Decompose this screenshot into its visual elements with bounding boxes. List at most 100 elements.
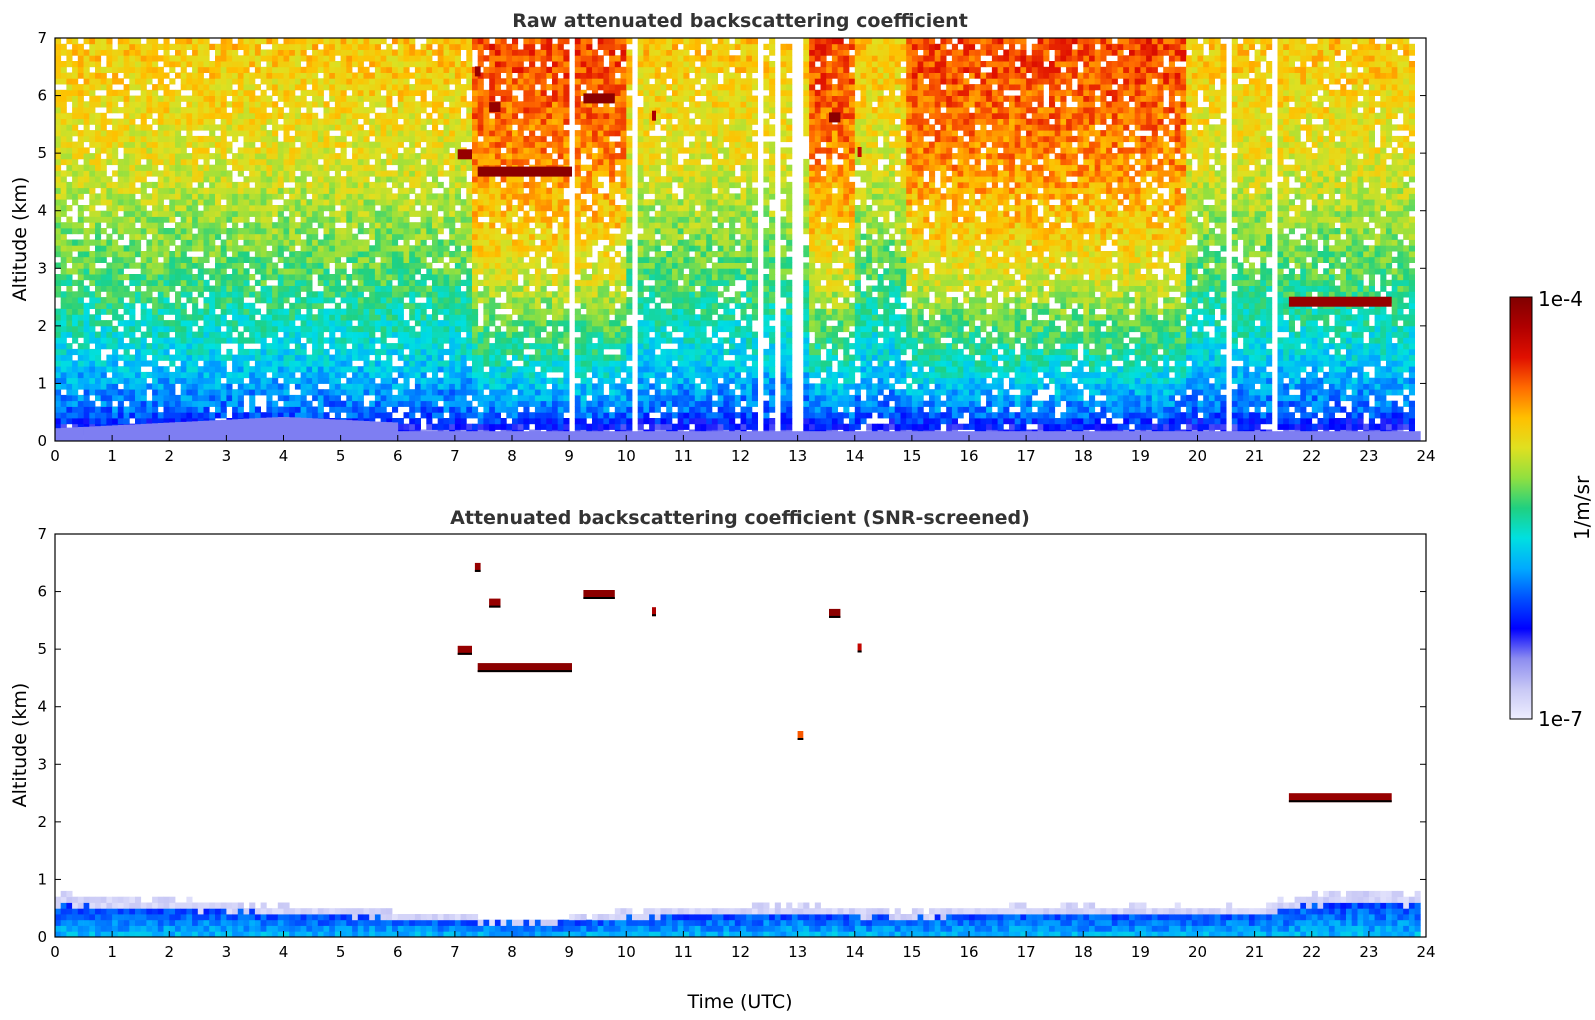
raw-noise-cell <box>95 142 101 148</box>
raw-noise-cell <box>95 332 101 338</box>
raw-noise-cell <box>335 119 341 125</box>
raw-noise-cell <box>455 383 461 389</box>
raw-noise-cell <box>192 366 198 372</box>
raw-noise-cell <box>232 412 238 418</box>
raw-noise-cell <box>301 372 307 378</box>
raw-noise-cell <box>192 234 198 240</box>
raw-noise-cell <box>106 199 112 205</box>
raw-noise-cell <box>204 297 210 303</box>
raw-noise-cell <box>272 366 278 372</box>
raw-noise-cell <box>266 343 272 349</box>
raw-noise-cell <box>392 67 398 73</box>
raw-noise-cell <box>318 199 324 205</box>
raw-noise-cell <box>369 90 375 96</box>
raw-noise-cell <box>329 136 335 142</box>
raw-noise-cell <box>324 188 330 194</box>
raw-noise-cell <box>369 130 375 136</box>
raw-noise-cell <box>186 61 192 67</box>
raw-noise-cell <box>204 268 210 274</box>
raw-noise-cell <box>398 153 404 159</box>
raw-noise-cell <box>169 280 175 286</box>
raw-noise-cell <box>301 343 307 349</box>
raw-noise-cell <box>358 217 364 223</box>
raw-noise-cell <box>375 142 381 148</box>
raw-noise-cell <box>186 383 192 389</box>
raw-noise-cell <box>489 211 495 217</box>
raw-noise-cell <box>404 320 410 326</box>
raw-noise-cell <box>158 119 164 125</box>
raw-noise-cell <box>215 61 221 67</box>
raw-noise-cell <box>221 263 227 269</box>
raw-noise-cell <box>78 349 84 355</box>
raw-noise-cell <box>478 360 484 366</box>
raw-noise-cell <box>381 326 387 332</box>
raw-noise-cell <box>438 245 444 251</box>
raw-noise-cell <box>455 61 461 67</box>
raw-noise-cell <box>169 234 175 240</box>
raw-noise-cell <box>438 107 444 113</box>
raw-noise-cell <box>335 136 341 142</box>
raw-noise-cell <box>404 38 410 44</box>
raw-noise-cell <box>272 124 278 130</box>
raw-noise-cell <box>346 67 352 73</box>
raw-noise-cell <box>455 349 461 355</box>
raw-noise-cell <box>106 407 112 413</box>
raw-noise-cell <box>512 263 518 269</box>
raw-noise-cell <box>438 337 444 343</box>
raw-noise-cell <box>204 407 210 413</box>
raw-noise-cell <box>124 107 130 113</box>
raw-noise-cell <box>409 291 415 297</box>
raw-noise-cell <box>404 96 410 102</box>
raw-noise-cell <box>495 228 501 234</box>
raw-noise-cell <box>129 38 135 44</box>
raw-noise-cell <box>386 73 392 79</box>
raw-noise-cell <box>78 50 84 56</box>
raw-noise-cell <box>72 303 78 309</box>
raw-noise-cell <box>501 199 507 205</box>
raw-noise-cell <box>95 44 101 50</box>
raw-noise-cell <box>295 234 301 240</box>
raw-noise-cell <box>101 78 107 84</box>
raw-noise-cell <box>226 228 232 234</box>
raw-noise-cell <box>124 73 130 79</box>
raw-noise-cell <box>512 78 518 84</box>
raw-noise-cell <box>358 96 364 102</box>
raw-noise-cell <box>386 251 392 257</box>
raw-noise-cell <box>106 326 112 332</box>
raw-noise-cell <box>318 222 324 228</box>
raw-noise-cell <box>249 274 255 280</box>
raw-noise-cell <box>266 263 272 269</box>
raw-noise-cell <box>301 205 307 211</box>
raw-noise-cell <box>61 343 67 349</box>
raw-noise-cell <box>466 84 472 90</box>
raw-noise-cell <box>186 407 192 413</box>
raw-noise-cell <box>392 268 398 274</box>
raw-noise-cell <box>352 170 358 176</box>
raw-noise-cell <box>426 193 432 199</box>
raw-noise-cell <box>324 240 330 246</box>
raw-noise-cell <box>466 222 472 228</box>
raw-noise-cell <box>398 349 404 355</box>
raw-noise-cell <box>501 401 507 407</box>
raw-noise-cell <box>129 274 135 280</box>
raw-noise-cell <box>215 153 221 159</box>
raw-noise-cell <box>232 372 238 378</box>
raw-noise-cell <box>512 395 518 401</box>
raw-noise-cell <box>301 182 307 188</box>
raw-noise-cell <box>238 309 244 315</box>
raw-noise-cell <box>335 251 341 257</box>
raw-noise-cell <box>284 372 290 378</box>
raw-noise-cell <box>352 383 358 389</box>
raw-noise-cell <box>152 170 158 176</box>
raw-noise-cell <box>146 326 152 332</box>
raw-noise-cell <box>261 142 267 148</box>
raw-noise-cell <box>421 378 427 384</box>
raw-noise-cell <box>118 372 124 378</box>
raw-noise-cell <box>472 314 478 320</box>
raw-noise-cell <box>164 412 170 418</box>
raw-noise-cell <box>346 309 352 315</box>
raw-noise-cell <box>506 61 512 67</box>
raw-noise-cell <box>101 286 107 292</box>
raw-noise-cell <box>415 268 421 274</box>
raw-noise-cell <box>409 418 415 424</box>
